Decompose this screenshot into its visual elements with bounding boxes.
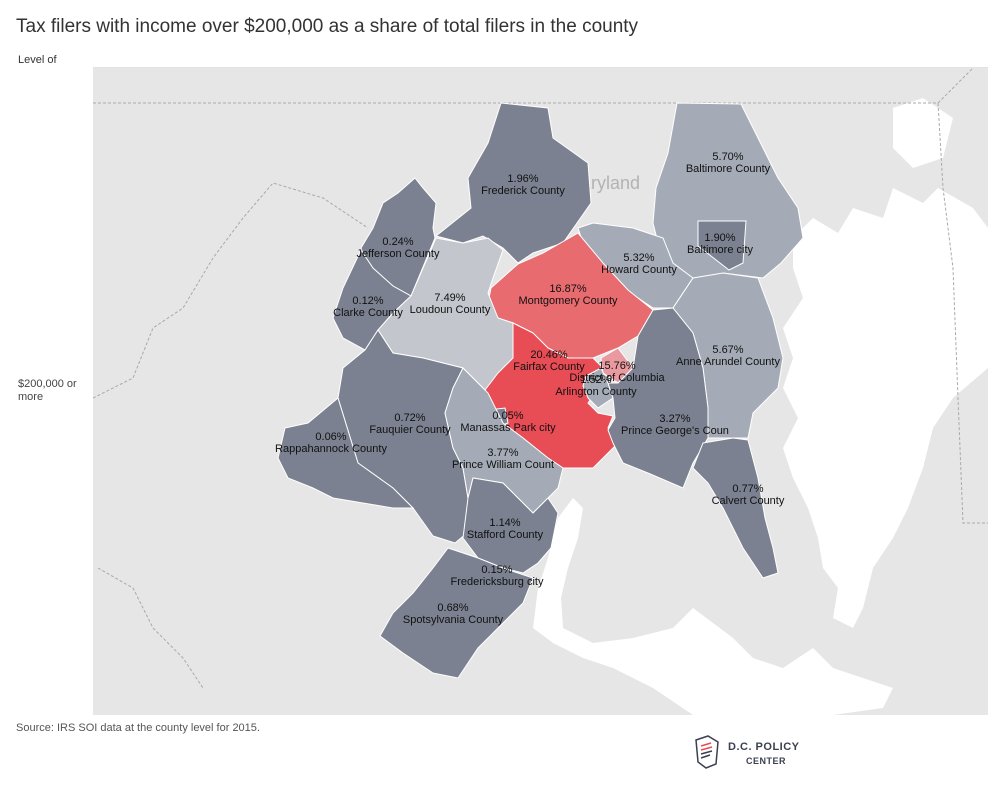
svg-text:1.14%Stafford County: 1.14% Stafford County [467, 517, 544, 541]
source-note: Source: IRS SOI data at the county level… [16, 722, 260, 734]
county-value: 15.76% [598, 360, 636, 372]
county-name: Rappahannock County [275, 443, 387, 455]
svg-text:0.05%Manassas Park city: 0.05% Manassas Park city [460, 410, 556, 434]
county-value: 0.05% [492, 410, 523, 422]
county-spotsylvania[interactable] [379, 547, 534, 679]
county-name: Prince William Count [452, 459, 554, 471]
county-value: 5.32% [623, 252, 654, 264]
county-name: Calvert County [712, 495, 785, 507]
county-value: 0.72% [394, 412, 425, 424]
logo-line-1: D.C. POLICY [728, 741, 800, 753]
county-frederick[interactable] [434, 102, 592, 264]
county-value: 1.14% [489, 517, 520, 529]
county-value: 0.77% [732, 483, 763, 495]
svg-text:0.68%Spotsylvania County: 0.68% Spotsylvania County [403, 602, 504, 626]
svg-text:3.77%Prince William Count: 3.77% Prince William Count [452, 447, 554, 471]
water-bodies [533, 98, 988, 715]
svg-text:1.52%Arlington County: 1.52% Arlington County [555, 374, 637, 398]
county-rappahannock[interactable] [277, 397, 415, 509]
county-value: 7.49% [434, 292, 465, 304]
county-value: 0.06% [315, 431, 346, 443]
state-borders [93, 68, 988, 689]
svg-text:0.12%Clarke County: 0.12% Clarke County [333, 295, 403, 319]
county-name: Loudoun County [410, 304, 491, 316]
county-name: Baltimore city [687, 244, 754, 256]
county-name: District of Columbia [569, 372, 665, 384]
svg-text:5.67%Anne Arundel County: 5.67% Anne Arundel County [676, 344, 780, 368]
county-value: 1.96% [507, 173, 538, 185]
choropleth-map[interactable]: Maryland 1.96% Freder [93, 67, 988, 715]
county-name: Manassas Park city [460, 422, 556, 434]
svg-text:1.96%Frederick County: 1.96% Frederick County [481, 173, 565, 197]
county-name: Baltimore County [686, 163, 771, 175]
county-name: Howard County [601, 264, 677, 276]
county-prince-georges[interactable] [607, 307, 709, 489]
county-value: 0.24% [382, 236, 413, 248]
county-value: 1.52% [580, 374, 611, 386]
svg-text:15.76%District of Columbia: 15.76% District of Columbia [569, 360, 665, 384]
counties[interactable] [277, 102, 804, 679]
county-baltimore-city[interactable] [697, 220, 747, 271]
county-calvert[interactable] [692, 437, 779, 579]
county-value: 0.12% [352, 295, 383, 307]
row-label: $200,000 or more [18, 378, 77, 403]
county-value: 3.27% [659, 413, 690, 425]
county-labels: 1.96% Frederick County 5.70% Baltimore Cou… [275, 151, 785, 626]
county-value: 0.68% [437, 602, 468, 614]
svg-text:0.06%Rappahannock County: 0.06% Rappahannock County [275, 431, 387, 455]
svg-text:5.32%Howard County: 5.32% Howard County [601, 252, 677, 276]
county-name: Frederick County [481, 185, 565, 197]
svg-text:7.49%Loudoun County: 7.49% Loudoun County [410, 292, 491, 316]
county-stafford[interactable] [462, 477, 559, 574]
county-baltimore[interactable] [652, 102, 804, 289]
svg-text:0.24%Jefferson County: 0.24% Jefferson County [357, 236, 440, 260]
logo-line-2: CENTER [746, 756, 787, 766]
county-name: Clarke County [333, 307, 403, 319]
county-value: 0.15% [481, 564, 512, 576]
svg-text:16.87%Montgomery County: 16.87% Montgomery County [518, 283, 618, 307]
document-icon [695, 735, 719, 769]
county-name: Jefferson County [357, 248, 440, 260]
county-name: Anne Arundel County [676, 356, 780, 368]
county-name: Prince George's Coun [621, 425, 729, 437]
county-value: 5.70% [712, 151, 743, 163]
svg-text:0.72%Fauquier County: 0.72% Fauquier County [369, 412, 451, 436]
county-name: Arlington County [555, 386, 637, 398]
svg-text:20.46%Fairfax County: 20.46% Fairfax County [513, 349, 585, 373]
county-name: Stafford County [467, 529, 544, 541]
county-value: 1.90% [704, 232, 735, 244]
county-value: 20.46% [530, 349, 568, 361]
svg-text:0.15%Fredericksburg city: 0.15% Fredericksburg city [451, 564, 544, 588]
svg-text:1.90%Baltimore city: 1.90% Baltimore city [687, 232, 754, 256]
county-name: Spotsylvania County [403, 614, 504, 626]
county-arlington[interactable] [582, 367, 614, 409]
svg-text:5.70%Baltimore County: 5.70% Baltimore County [686, 151, 771, 175]
county-name: Montgomery County [518, 295, 618, 307]
county-name: Fairfax County [513, 361, 585, 373]
county-value: 16.87% [549, 283, 587, 295]
svg-text:3.27%Prince George's Coun: 3.27% Prince George's Coun [621, 413, 729, 437]
row-header: Level of [18, 54, 57, 66]
dc-policy-center-logo: D.C. POLICY CENTER [692, 734, 822, 774]
svg-text:0.77%Calvert County: 0.77% Calvert County [712, 483, 785, 507]
county-value: 5.67% [712, 344, 743, 356]
county-name: Fauquier County [369, 424, 451, 436]
county-name: Fredericksburg city [451, 576, 544, 588]
county-value: 3.77% [487, 447, 518, 459]
chart-title: Tax filers with income over $200,000 as … [16, 16, 639, 37]
